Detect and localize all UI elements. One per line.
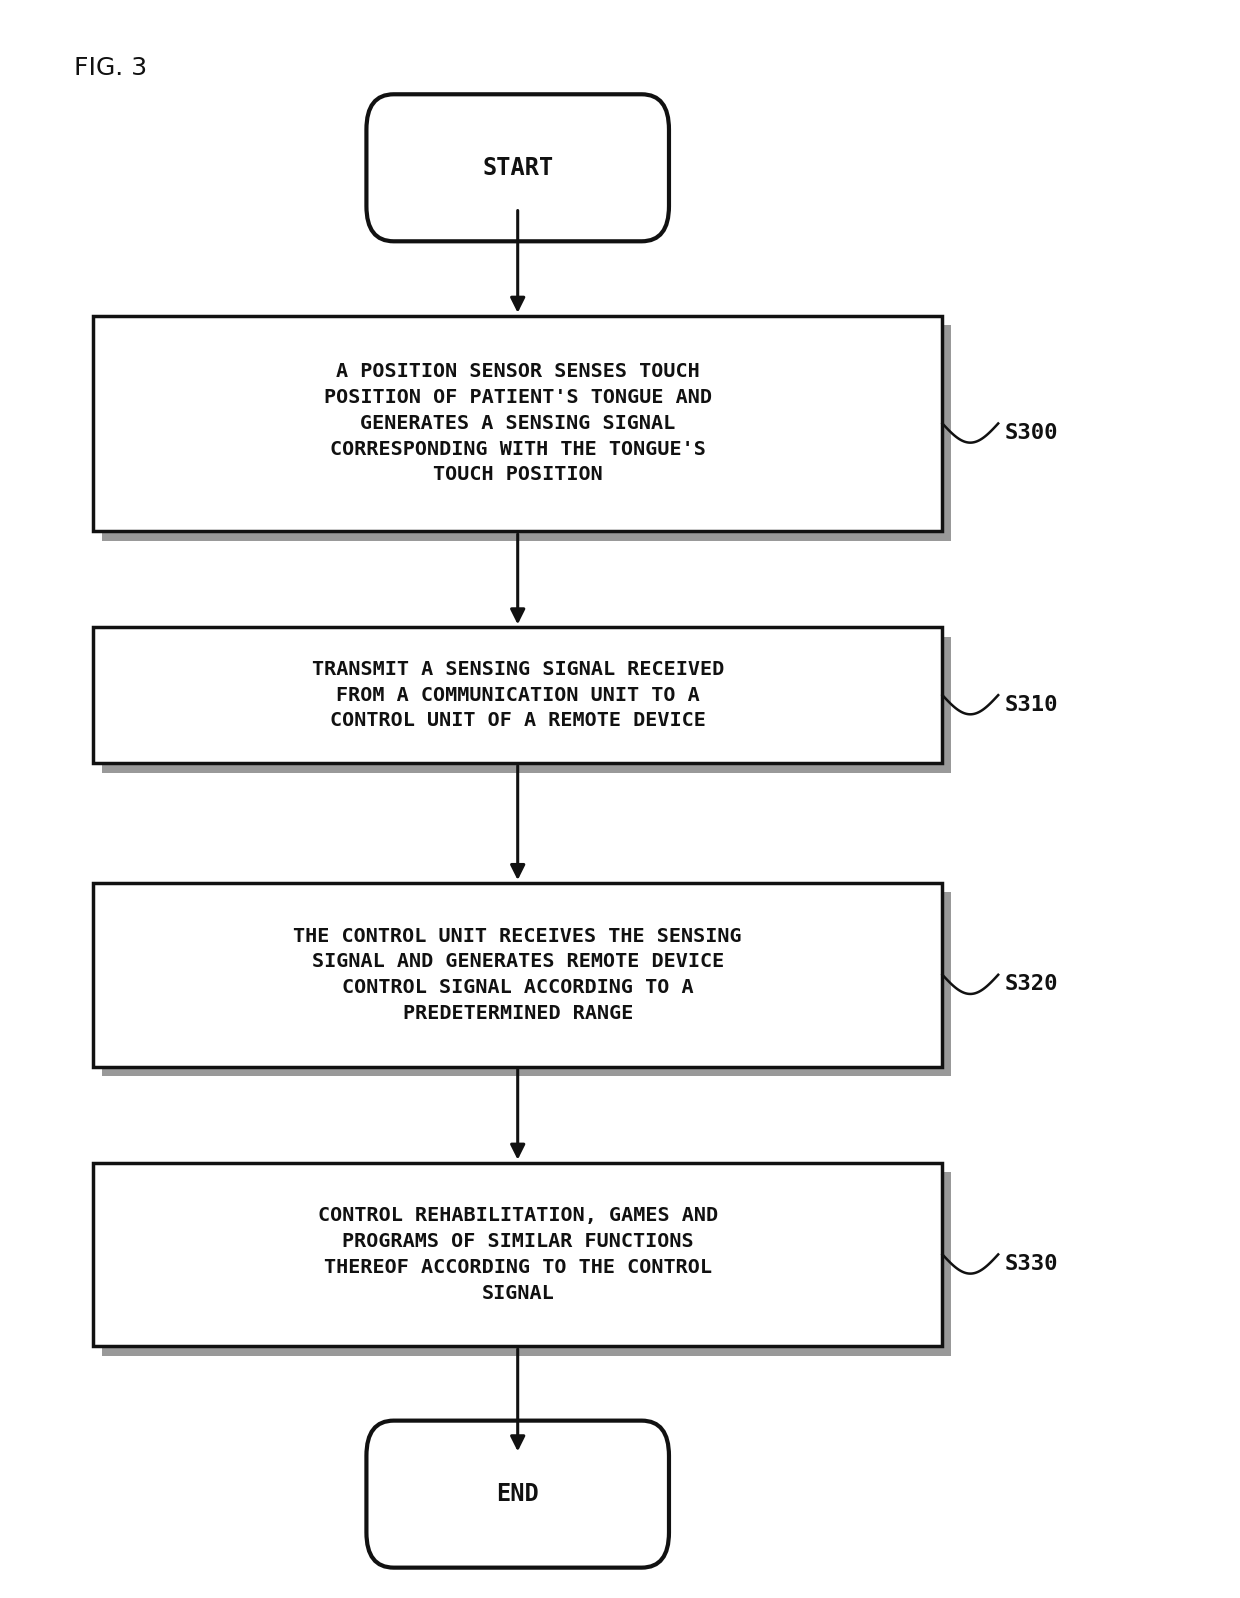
Text: S320: S320 <box>1004 975 1058 994</box>
Text: THE CONTROL UNIT RECEIVES THE SENSING
SIGNAL AND GENERATES REMOTE DEVICE
CONTROL: THE CONTROL UNIT RECEIVES THE SENSING SI… <box>294 927 742 1023</box>
Text: START: START <box>482 155 553 181</box>
FancyBboxPatch shape <box>93 628 942 764</box>
Text: CONTROL REHABILITATION, GAMES AND
PROGRAMS OF SIMILAR FUNCTIONS
THEREOF ACCORDIN: CONTROL REHABILITATION, GAMES AND PROGRA… <box>317 1206 718 1302</box>
Text: S300: S300 <box>1004 423 1058 443</box>
FancyBboxPatch shape <box>93 882 942 1067</box>
Text: TRANSMIT A SENSING SIGNAL RECEIVED
FROM A COMMUNICATION UNIT TO A
CONTROL UNIT O: TRANSMIT A SENSING SIGNAL RECEIVED FROM … <box>311 660 724 730</box>
FancyBboxPatch shape <box>102 638 951 773</box>
FancyBboxPatch shape <box>367 94 670 241</box>
FancyBboxPatch shape <box>93 316 942 531</box>
Text: FIG. 3: FIG. 3 <box>74 56 148 80</box>
FancyBboxPatch shape <box>102 1173 951 1355</box>
Text: S310: S310 <box>1004 695 1058 714</box>
FancyBboxPatch shape <box>93 1163 942 1346</box>
FancyBboxPatch shape <box>102 892 951 1077</box>
Text: END: END <box>496 1481 539 1507</box>
Text: A POSITION SENSOR SENSES TOUCH
POSITION OF PATIENT'S TONGUE AND
GENERATES A SENS: A POSITION SENSOR SENSES TOUCH POSITION … <box>324 363 712 484</box>
FancyBboxPatch shape <box>367 1421 670 1568</box>
FancyBboxPatch shape <box>102 326 951 540</box>
Text: S330: S330 <box>1004 1254 1058 1274</box>
